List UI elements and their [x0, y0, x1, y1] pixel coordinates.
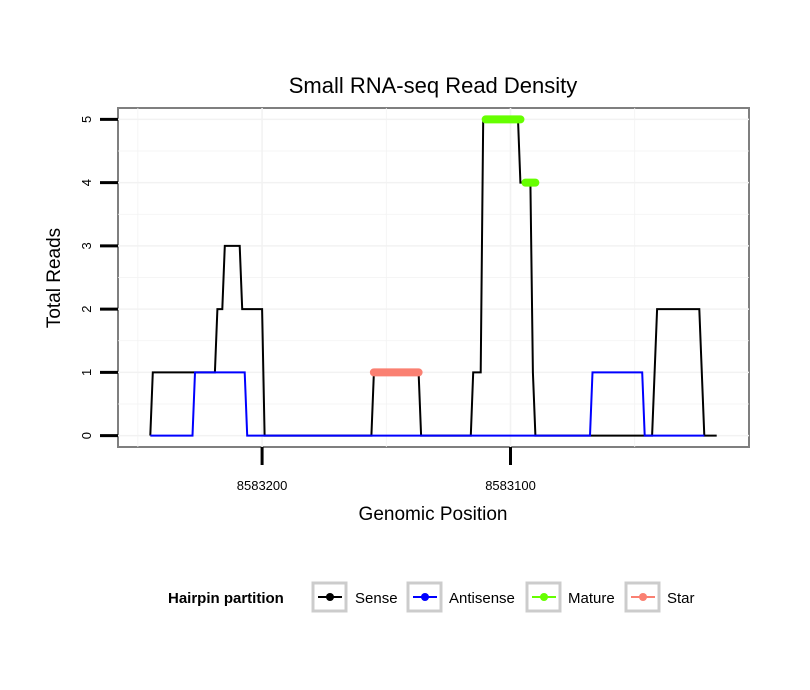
legend-label-star: Star	[667, 590, 695, 607]
series-line-antisense	[150, 371, 705, 437]
y-tick-label: 4	[79, 179, 94, 186]
x-tick-label: 8583100	[485, 478, 536, 493]
legend-item-star: Star	[624, 581, 695, 613]
x-axis-title: Genomic Position	[359, 504, 508, 525]
legend-label-mature: Mature	[568, 590, 615, 607]
legend-dot-star	[639, 593, 647, 601]
legend-dot-mature	[540, 593, 548, 601]
axes: 0 1 2 3 4 5 8583200 8583100	[79, 116, 536, 493]
legend-label-sense: Sense	[355, 590, 398, 607]
legend-label-antisense: Antisense	[449, 590, 515, 607]
chart-title: Small RNA-seq Read Density	[289, 73, 578, 98]
y-tick-label: 0	[79, 432, 94, 439]
series-line-sense	[149, 118, 717, 437]
legend-dot-sense	[326, 593, 334, 601]
y-tick-label: 3	[79, 242, 94, 249]
y-tick-label: 5	[79, 116, 94, 123]
legend-item-sense: Sense	[311, 581, 398, 613]
legend-dot-antisense	[421, 593, 429, 601]
series-layer	[149, 115, 717, 437]
legend: Hairpin partition Sense Antisense Mature…	[168, 581, 695, 613]
legend-item-mature: Mature	[525, 581, 615, 613]
y-axis-title: Total Reads	[44, 228, 65, 328]
legend-item-antisense: Antisense	[406, 581, 515, 613]
legend-title: Hairpin partition	[168, 590, 284, 607]
y-tick-label: 2	[79, 306, 94, 313]
y-tick-label: 1	[79, 369, 94, 376]
x-tick-label: 8583200	[237, 478, 288, 493]
